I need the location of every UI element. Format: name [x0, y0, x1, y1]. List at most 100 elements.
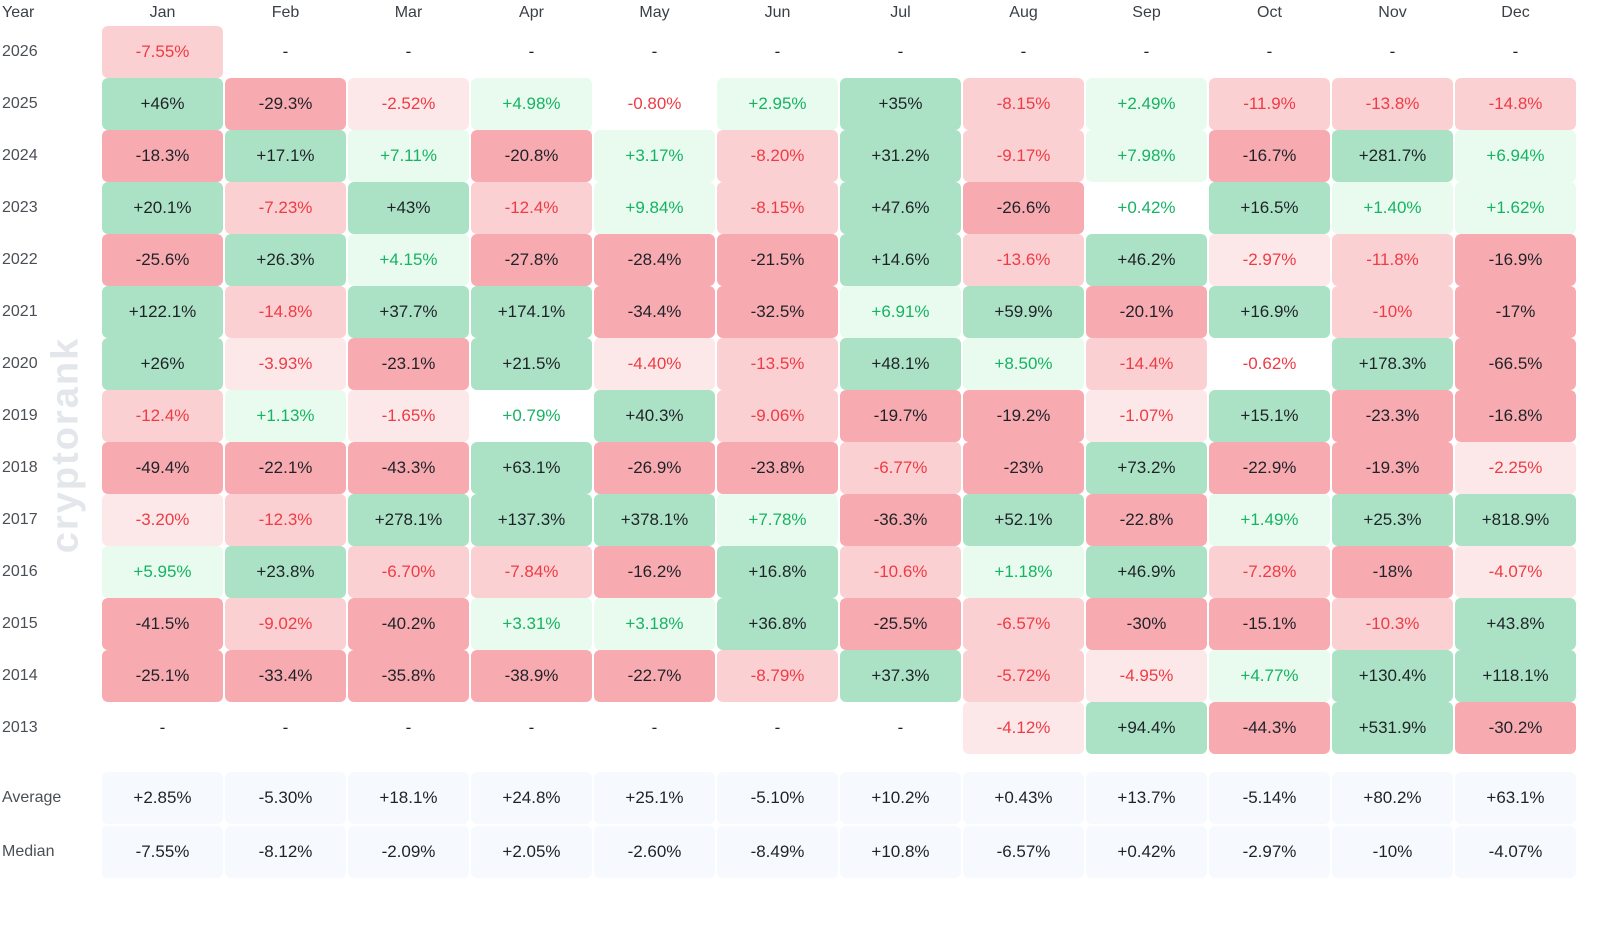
average-cell-jun: -5.10%	[717, 772, 838, 824]
heatmap-cell-2024-may: +3.17%	[594, 130, 715, 182]
heatmap-cell-2021-mar: +37.7%	[348, 286, 469, 338]
heatmap-cell-2025-mar: -2.52%	[348, 78, 469, 130]
heatmap-cell-2014-mar: -35.8%	[348, 650, 469, 702]
heatmap-cell-2023-mar: +43%	[348, 182, 469, 234]
column-header-sep: Sep	[1132, 4, 1161, 21]
heatmap-cell-2020-oct: -0.62%	[1242, 354, 1297, 373]
heatmap-cell-2018-dec: -2.25%	[1455, 442, 1576, 494]
average-cell-dec: +63.1%	[1455, 772, 1576, 824]
heatmap-cell-2019-aug: -19.2%	[963, 390, 1084, 442]
heatmap-cell-2026-feb: -	[282, 42, 289, 61]
average-cell-nov: +80.2%	[1332, 772, 1453, 824]
heatmap-cell-2023-sep: +0.42%	[1117, 198, 1176, 217]
heatmap-cell-2014-dec: +118.1%	[1455, 650, 1576, 702]
heatmap-cell-2017-feb: -12.3%	[225, 494, 346, 546]
heatmap-cell-2016-jun: +16.8%	[717, 546, 838, 598]
heatmap-cell-2014-may: -22.7%	[594, 650, 715, 702]
heatmap-cell-2014-jan: -25.1%	[102, 650, 223, 702]
heatmap-cell-2023-feb: -7.23%	[225, 182, 346, 234]
heatmap-cell-2014-oct: +4.77%	[1209, 650, 1330, 702]
heatmap-cell-2018-mar: -43.3%	[348, 442, 469, 494]
heatmap-cell-2026-mar: -	[405, 42, 412, 61]
heatmap-cell-2017-jul: -36.3%	[840, 494, 961, 546]
row-label-average: Average	[2, 789, 62, 806]
heatmap-cell-2024-nov: +281.7%	[1332, 130, 1453, 182]
heatmap-cell-2021-jul: +6.91%	[840, 286, 961, 338]
heatmap-cell-2013-nov: +531.9%	[1332, 702, 1453, 754]
heatmap-cell-2019-sep: -1.07%	[1086, 390, 1207, 442]
heatmap-cell-2023-aug: -26.6%	[963, 182, 1084, 234]
heatmap-cell-2019-feb: +1.13%	[225, 390, 346, 442]
column-header-dec: Dec	[1501, 4, 1530, 21]
heatmap-cell-2013-oct: -44.3%	[1209, 702, 1330, 754]
heatmap-cell-2019-jan: -12.4%	[102, 390, 223, 442]
row-label-2025: 2025	[2, 95, 38, 112]
heatmap-cell-2018-jan: -49.4%	[102, 442, 223, 494]
heatmap-cell-2024-sep: +7.98%	[1086, 130, 1207, 182]
column-header-nov: Nov	[1378, 4, 1407, 21]
heatmap-cell-2015-sep: -30%	[1086, 598, 1207, 650]
heatmap-cell-2017-aug: +52.1%	[963, 494, 1084, 546]
column-header-may: May	[639, 4, 670, 21]
heatmap-cell-2017-sep: -22.8%	[1086, 494, 1207, 546]
heatmap-cell-2016-oct: -7.28%	[1209, 546, 1330, 598]
heatmap-cell-2017-jan: -3.20%	[102, 494, 223, 546]
heatmap-cell-2024-dec: +6.94%	[1455, 130, 1576, 182]
heatmap-cell-2026-sep: -	[1143, 42, 1150, 61]
heatmap-cell-2024-jan: -18.3%	[102, 130, 223, 182]
average-cell-jan: +2.85%	[102, 772, 223, 824]
heatmap-cell-2013-jan: -	[159, 718, 166, 737]
average-cell-feb: -5.30%	[225, 772, 346, 824]
column-header-feb: Feb	[271, 4, 300, 21]
heatmap-cell-2022-dec: -16.9%	[1455, 234, 1576, 286]
heatmap-cell-2018-aug: -23%	[963, 442, 1084, 494]
heatmap-cell-2021-sep: -20.1%	[1086, 286, 1207, 338]
heatmap-cell-2025-dec: -14.8%	[1455, 78, 1576, 130]
heatmap-cell-2026-jul: -	[897, 42, 904, 61]
heatmap-cell-2025-aug: -8.15%	[963, 78, 1084, 130]
median-cell-jul: +10.8%	[840, 826, 961, 878]
heatmap-cell-2026-apr: -	[528, 42, 535, 61]
heatmap-cell-2022-aug: -13.6%	[963, 234, 1084, 286]
row-label-2013: 2013	[2, 719, 38, 736]
median-cell-jan: -7.55%	[102, 826, 223, 878]
heatmap-cell-2021-feb: -14.8%	[225, 286, 346, 338]
monthly-returns-heatmap: Year Jan Feb Mar Apr May Jun Jul Aug Sep Oct Nov Dec…	[2, 4, 1576, 878]
heatmap-cell-2020-jul: +48.1%	[840, 338, 961, 390]
heatmap-cell-2015-may: +3.18%	[594, 598, 715, 650]
heatmap-cell-2023-may: +9.84%	[594, 182, 715, 234]
heatmap-cell-2017-dec: +818.9%	[1455, 494, 1576, 546]
heatmap-cell-2017-oct: +1.49%	[1209, 494, 1330, 546]
heatmap-cell-2014-sep: -4.95%	[1086, 650, 1207, 702]
heatmap-cell-2017-jun: +7.78%	[717, 494, 838, 546]
heatmap-cell-2024-aug: -9.17%	[963, 130, 1084, 182]
heatmap-cell-2026-dec: -	[1512, 42, 1519, 61]
row-label-2019: 2019	[2, 407, 38, 424]
heatmap-cell-2024-apr: -20.8%	[471, 130, 592, 182]
heatmap-cell-2017-nov: +25.3%	[1332, 494, 1453, 546]
average-cell-sep: +13.7%	[1086, 772, 1207, 824]
heatmap-cell-2019-jun: -9.06%	[717, 390, 838, 442]
heatmap-cell-2021-oct: +16.9%	[1209, 286, 1330, 338]
heatmap-cell-2020-mar: -23.1%	[348, 338, 469, 390]
median-cell-apr: +2.05%	[471, 826, 592, 878]
row-label-2017: 2017	[2, 511, 38, 528]
heatmap-cell-2015-aug: -6.57%	[963, 598, 1084, 650]
heatmap-cell-2025-nov: -13.8%	[1332, 78, 1453, 130]
heatmap-cell-2019-may: +40.3%	[594, 390, 715, 442]
heatmap-cell-2023-jan: +20.1%	[102, 182, 223, 234]
average-cell-oct: -5.14%	[1209, 772, 1330, 824]
heatmap-cell-2026-jan: -7.55%	[102, 26, 223, 78]
heatmap-cell-2019-mar: -1.65%	[348, 390, 469, 442]
heatmap-cell-2025-sep: +2.49%	[1086, 78, 1207, 130]
heatmap-cell-2013-jul: -	[897, 718, 904, 737]
heatmap-cell-2015-nov: -10.3%	[1332, 598, 1453, 650]
heatmap-cell-2017-may: +378.1%	[594, 494, 715, 546]
heatmap-cell-2022-jul: +14.6%	[840, 234, 961, 286]
heatmap-cell-2014-apr: -38.9%	[471, 650, 592, 702]
column-header-jan: Jan	[149, 4, 176, 21]
heatmap-cell-2013-dec: -30.2%	[1455, 702, 1576, 754]
heatmap-cell-2013-aug: -4.12%	[963, 702, 1084, 754]
heatmap-cell-2016-feb: +23.8%	[225, 546, 346, 598]
row-label-median: Median	[2, 843, 55, 860]
